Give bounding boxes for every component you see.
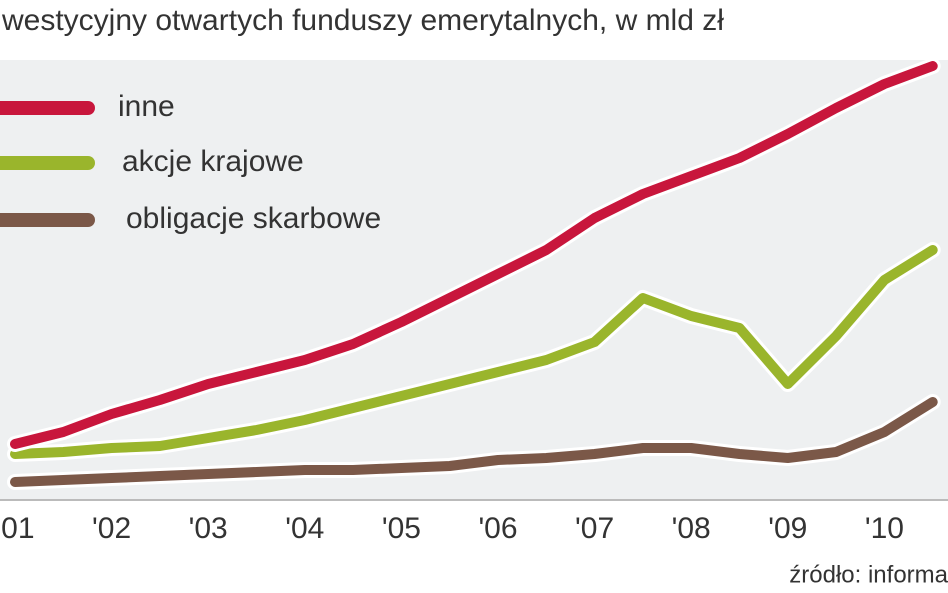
chart-title: westycyjny otwartych funduszy emerytalny… — [1, 4, 724, 37]
x-tick-label: '04 — [285, 512, 324, 545]
series-line — [10, 245, 938, 459]
source: źródło: informa — [789, 561, 948, 588]
x-tick-label: '08 — [672, 512, 711, 545]
x-tick-label: '05 — [382, 512, 421, 545]
legend-label: akcje krajowe — [122, 145, 304, 178]
x-tick-label: '06 — [478, 512, 517, 545]
legend-label: obligacje skarbowe — [126, 202, 381, 235]
x-tick-label: '03 — [189, 512, 228, 545]
legend-label: inne — [118, 90, 175, 123]
series-line — [10, 397, 938, 487]
x-tick-label: '10 — [865, 512, 904, 545]
x-tick-label: '02 — [92, 512, 131, 545]
x-tick-label: '07 — [575, 512, 614, 545]
x-tick-label: '09 — [768, 512, 807, 545]
x-tick-label: '01 — [0, 512, 35, 545]
series-line — [10, 61, 938, 449]
